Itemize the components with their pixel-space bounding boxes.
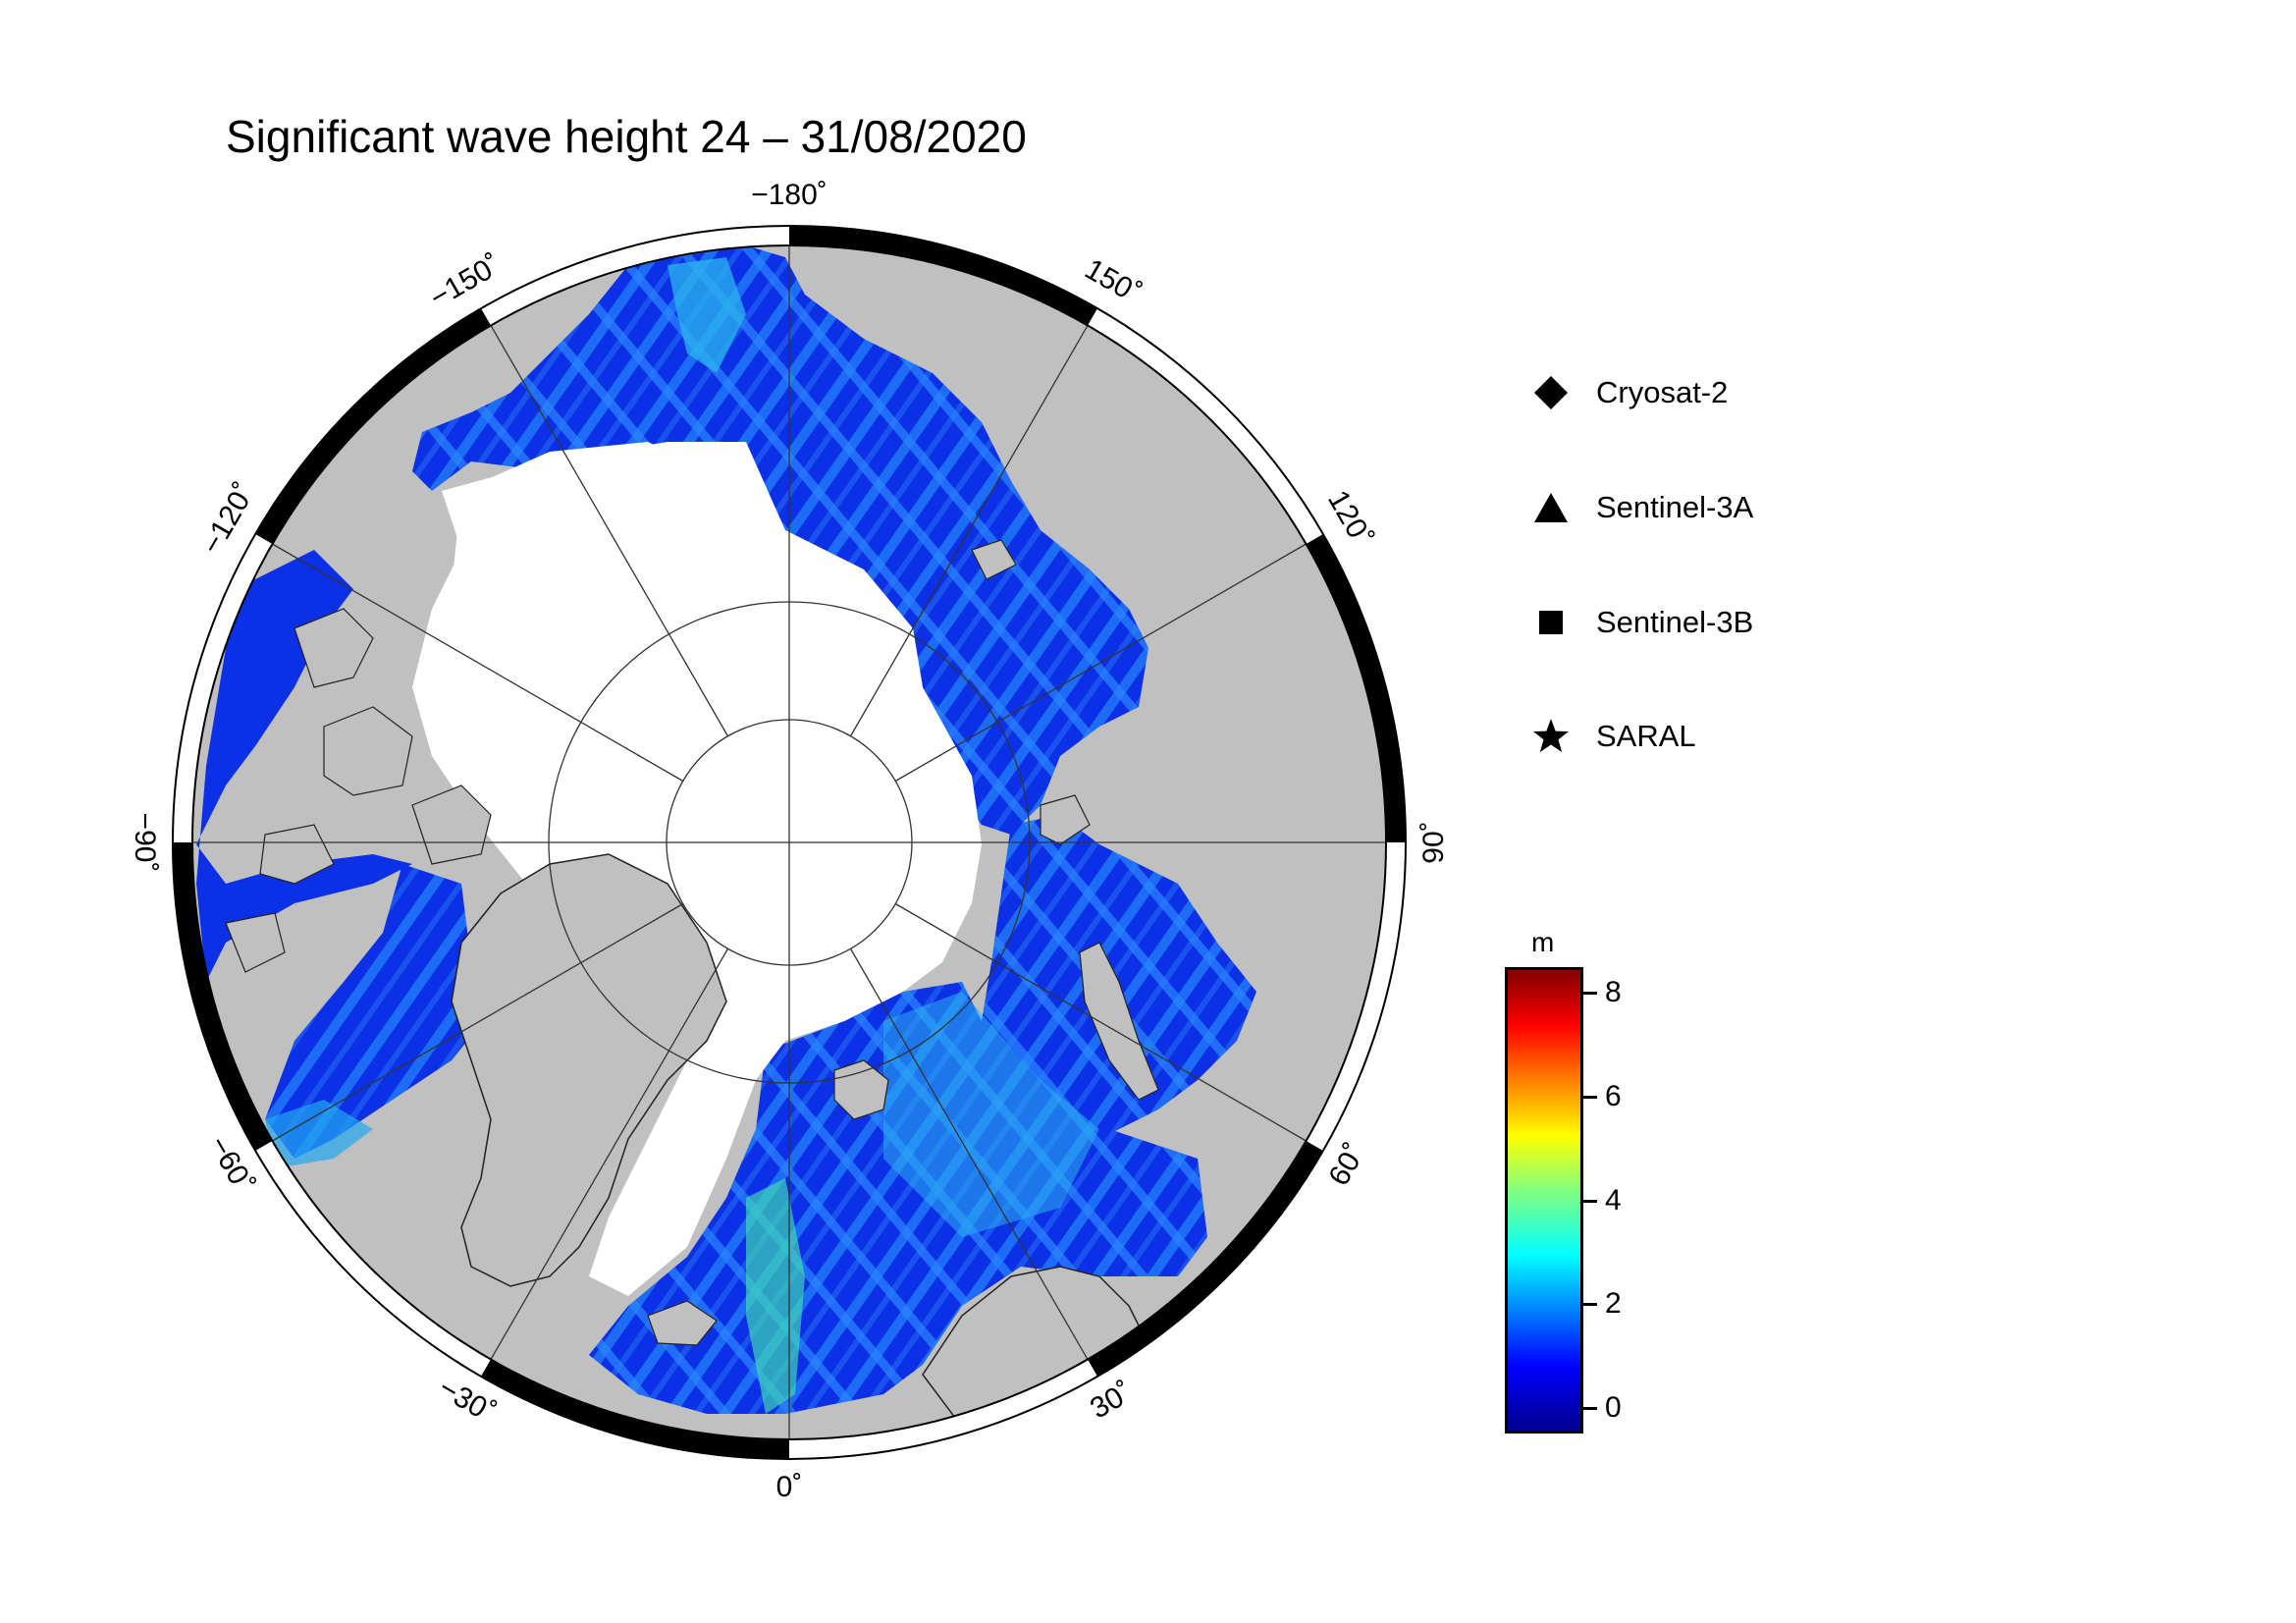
colorbar-tick-label: 8 (1605, 976, 1622, 1009)
colorbar-tick (1583, 992, 1597, 996)
meridian-lines (192, 245, 1386, 1439)
longitude-label: −90˚ (129, 813, 161, 873)
frame-segment (788, 226, 1097, 326)
legend-label: Sentinel-3B (1596, 605, 1754, 639)
canadian-island-5 (225, 912, 286, 973)
colorbar-tick (1583, 1406, 1597, 1410)
ocean-baffin-bay (265, 864, 491, 1159)
colorbar-tick-label: 0 (1605, 1390, 1622, 1424)
map-border (191, 244, 1387, 1440)
graticule (192, 245, 1386, 1439)
ocean-labrador (265, 1100, 373, 1168)
triangle-icon (1534, 493, 1568, 522)
meridian-line (490, 947, 729, 1360)
colorbar (1505, 967, 1583, 1434)
frame-segment (481, 1359, 790, 1459)
square-icon (1539, 611, 1563, 634)
ocean-siberian-overlay (982, 815, 1256, 1139)
sea-ice (412, 442, 982, 1296)
longitude-label: 0˚ (776, 1471, 803, 1503)
meridian-line (894, 543, 1307, 783)
star-icon (1533, 719, 1569, 752)
longitude-label: 150˚ (1080, 252, 1148, 310)
frame-segment (173, 841, 273, 1151)
meridian-line (894, 902, 1307, 1142)
map-title: Significant wave height 24 – 31/08/2020 (226, 111, 1027, 162)
ocean-canadian-channels (196, 550, 412, 982)
meridian-line (490, 325, 729, 737)
legend-label: SARAL (1596, 719, 1696, 753)
colorbar-tick-label: 2 (1605, 1287, 1622, 1321)
meridian-line (272, 902, 684, 1142)
canadian-island-3 (411, 784, 492, 865)
ocean-bering-high (667, 257, 746, 373)
legend-label: Sentinel-3A (1596, 490, 1754, 524)
longitude-label: 30˚ (1085, 1376, 1138, 1425)
canadian-island-1 (294, 608, 374, 688)
severnaya-zemlya (1040, 794, 1091, 845)
frame-segment (255, 308, 492, 545)
legend-item-sentinel-3a: Sentinel-3A (1531, 488, 1753, 527)
longitude-label: 60˚ (1322, 1138, 1371, 1191)
colorbar-tick-label: 4 (1605, 1183, 1622, 1217)
frame-segment (1306, 534, 1406, 843)
ocean-atlantic-overlay (589, 982, 1207, 1414)
iceland (647, 1300, 718, 1346)
canadian-island-2 (323, 706, 413, 796)
legend-item-saral: SARAL (1531, 717, 1696, 756)
canadian-island-4 (259, 824, 335, 885)
meridian-line (849, 325, 1089, 737)
frame-segment (1087, 1140, 1323, 1377)
ocean-pacific-overlay (412, 245, 1148, 835)
legend-label: Cryosat-2 (1596, 375, 1729, 409)
meridian-line (272, 543, 684, 783)
diamond-icon (1534, 376, 1568, 409)
colorbar-tick-label: 6 (1605, 1079, 1622, 1112)
colorbar-tick (1583, 1199, 1597, 1203)
colorbar-tick (1583, 1303, 1597, 1307)
sea-ice-beaufort (452, 442, 707, 599)
longitude-label: −180˚ (751, 179, 828, 211)
ocean-greenland-sea-high (746, 1178, 805, 1414)
colorbar-unit: m (1531, 927, 1555, 957)
wrangel-island (971, 539, 1017, 580)
frame-segments (173, 226, 1406, 1459)
longitude-label: 90˚ (1417, 821, 1450, 863)
legend-item-sentinel-3b: Sentinel-3B (1531, 603, 1753, 642)
greenland (451, 853, 727, 1287)
ocean-barents-high (883, 992, 1099, 1237)
legend-item-cryosat: Cryosat-2 (1531, 373, 1728, 412)
colorbar-tick (1583, 1095, 1597, 1099)
map-disk (192, 245, 1386, 1439)
novaya-zemlya (1079, 942, 1159, 1101)
meridian-line (849, 947, 1089, 1360)
longitude-label: 120˚ (1321, 485, 1379, 553)
